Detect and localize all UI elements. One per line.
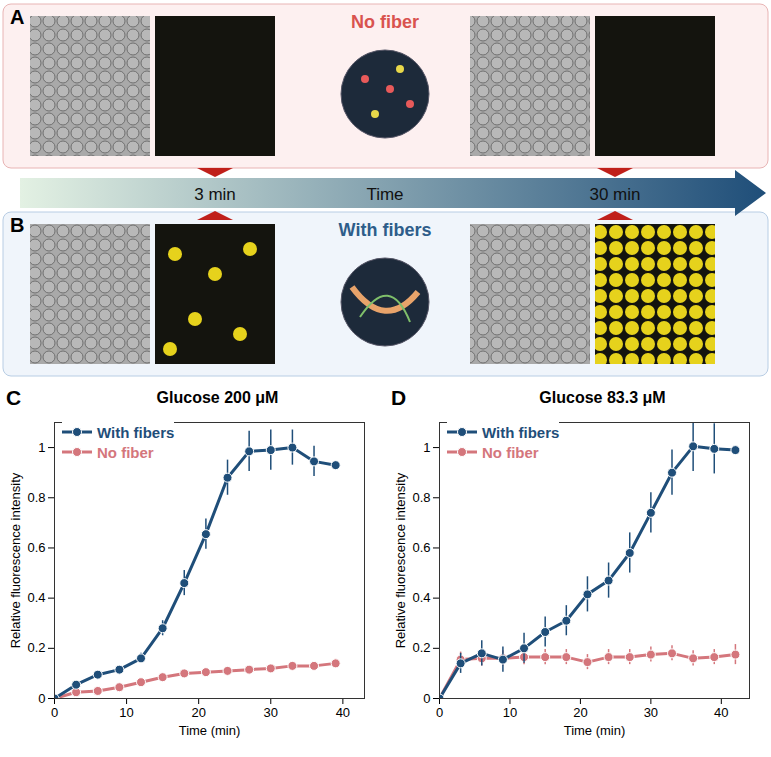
svg-text:30 min: 30 min [589,185,640,204]
html-text:C: C [6,386,22,409]
svg-text:0.8: 0.8 [27,490,45,505]
svg-text:1: 1 [38,440,45,455]
svg-text:20: 20 [573,705,587,720]
svg-text:0: 0 [38,691,45,706]
svg-text:0.2: 0.2 [27,640,45,655]
svg-text:30: 30 [644,705,658,720]
svg-text:0.4: 0.4 [27,590,45,605]
html-text:No fiber: No fiber [97,443,154,461]
html-text:With fibers: With fibers [482,423,560,441]
html-text:Glucose 200 μM: Glucose 200 μM [156,389,279,406]
html-text:Glucose 83.3 μM: Glucose 83.3 μM [539,389,666,406]
svg-text:40: 40 [336,705,350,720]
html-text:D: D [391,386,407,409]
svg-text:Time (min): Time (min) [179,723,241,738]
svg-text:Relative fluorescence intensit: Relative fluorescence intensity [8,472,23,648]
svg-text:0: 0 [51,705,58,720]
svg-text:0.6: 0.6 [27,540,45,555]
svg-text:0.2: 0.2 [412,640,430,655]
svg-text:B: B [10,214,24,236]
svg-text:10: 10 [503,705,517,720]
svg-text:40: 40 [714,705,728,720]
svg-text:0: 0 [423,691,430,706]
svg-text:0.6: 0.6 [412,540,430,555]
svg-text:10: 10 [119,705,133,720]
svg-text:A: A [10,6,24,28]
svg-text:Relative fluorescence intensit: Relative fluorescence intensity [393,472,408,648]
svg-text:30: 30 [264,705,278,720]
svg-text:20: 20 [191,705,205,720]
svg-text:With fibers: With fibers [339,220,432,240]
svg-text:Time (min): Time (min) [564,723,626,738]
svg-text:0.8: 0.8 [412,490,430,505]
svg-text:1: 1 [423,440,430,455]
svg-text:No fiber: No fiber [351,12,419,32]
html-text:With fibers: With fibers [97,423,175,441]
html-text:No fiber: No fiber [482,443,539,461]
svg-text:0.4: 0.4 [412,590,430,605]
svg-text:0: 0 [436,705,443,720]
svg-text:Time: Time [366,185,403,204]
svg-text:3 min: 3 min [194,185,236,204]
